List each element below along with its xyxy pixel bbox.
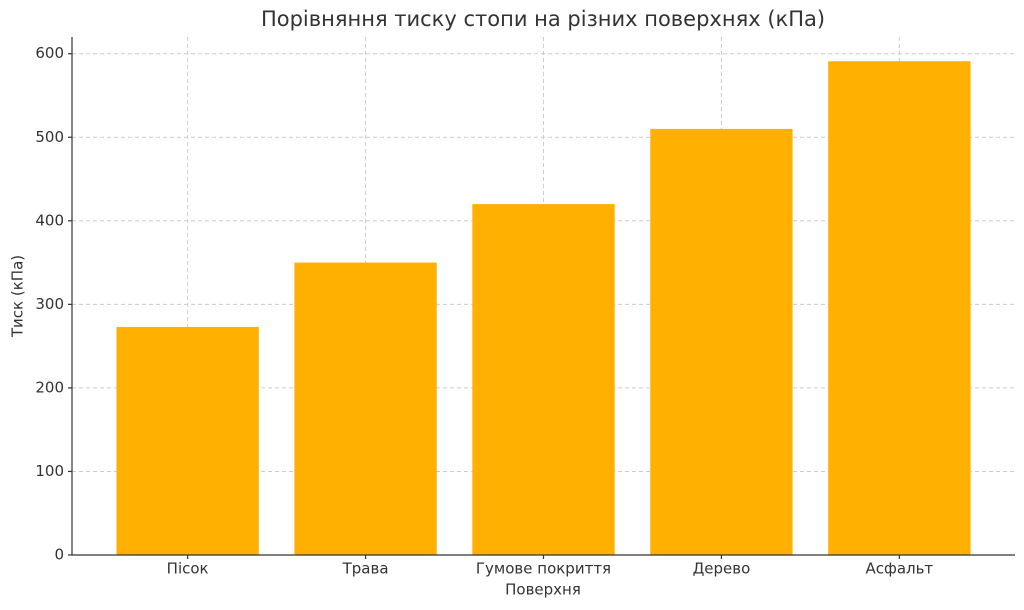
bar [472,204,615,555]
chart-title: Порівняння тиску стопи на різних поверхн… [261,7,825,31]
y-tick-label: 600 [35,44,64,62]
y-tick-label: 100 [35,462,64,480]
x-tick-label: Асфальт [865,560,933,578]
y-tick-label: 0 [54,546,64,564]
x-tick-label: Гумове покриття [476,560,611,578]
bar [650,128,793,555]
bar [828,61,971,555]
x-axis-label: Поверхня [505,581,581,599]
bar [116,326,259,555]
x-tick-label: Трава [342,560,389,578]
y-tick-label: 500 [35,128,64,146]
y-tick-label: 400 [35,211,64,229]
y-tick-label: 300 [35,295,64,313]
y-tick-label: 200 [35,378,64,396]
x-tick-label: Пісок [167,560,209,578]
y-axis-label: Тиск (кПа) [9,255,27,338]
x-tick-label: Дерево [693,560,751,578]
bar [294,262,437,555]
